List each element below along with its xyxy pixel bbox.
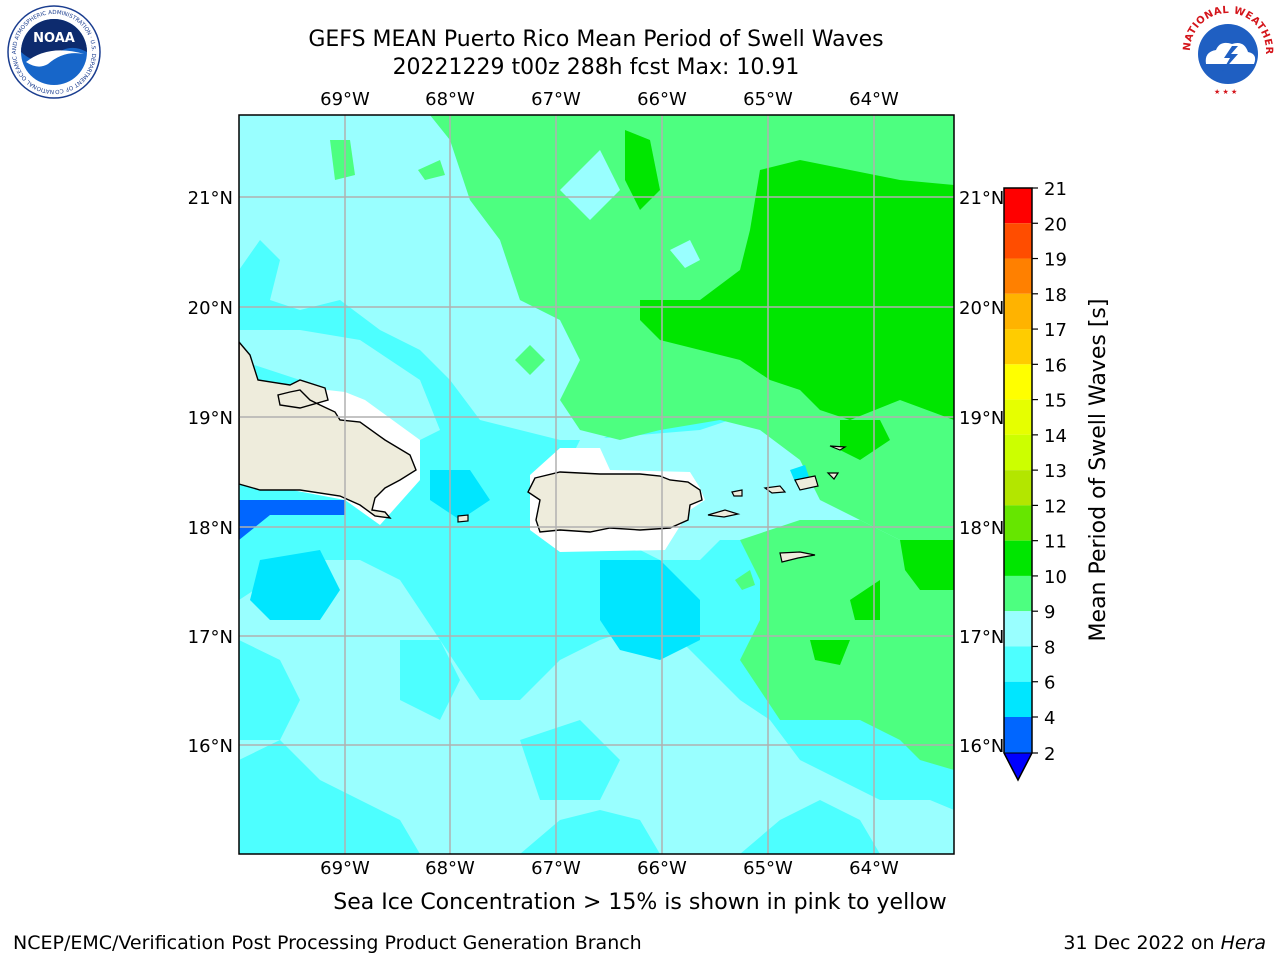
map-subtitle: 20221229 t00z 288h fcst Max: 10.91	[392, 55, 800, 80]
lon-label-top: 67°W	[531, 89, 581, 110]
lat-label-left: 19°N	[188, 408, 233, 429]
colorbar-tick-label: 12	[1044, 496, 1067, 517]
colorbar-segment	[1004, 717, 1032, 753]
lat-label-right: 16°N	[959, 736, 1004, 757]
colorbar-segment	[1004, 470, 1032, 506]
colorbar-tick-label: 14	[1044, 426, 1067, 447]
graticule	[239, 115, 954, 854]
colorbar-tick-label: 4	[1044, 708, 1055, 729]
colorbar-tick-label: 16	[1044, 355, 1067, 376]
colorbar-tick-label: 17	[1044, 320, 1067, 341]
lat-labels-right: 21°N 20°N 19°N 18°N 17°N 16°N	[959, 188, 1004, 757]
colorbar-extend-arrow	[1003, 752, 1033, 782]
run-date: 31 Dec 2022 on Hera	[1063, 932, 1266, 954]
colorbar-label: Mean Period of Swell Waves [s]	[1086, 299, 1111, 642]
lon-label-bottom: 68°W	[425, 858, 475, 879]
lat-label-right: 20°N	[959, 298, 1004, 319]
noaa-logo: NATIONAL OCEANIC AND ATMOSPHERIC ADMINIS…	[4, 4, 101, 99]
lat-label-left: 16°N	[188, 736, 233, 757]
svg-text:★ ★ ★: ★ ★ ★	[1214, 88, 1237, 96]
colorbar-tick-label: 2	[1044, 744, 1055, 765]
colorbar-tick-label: 19	[1044, 250, 1067, 271]
colorbar-segment	[1004, 575, 1032, 612]
colorbar-tick-label: 13	[1044, 461, 1067, 482]
lon-label-bottom: 67°W	[531, 858, 581, 879]
colorbar-tick-label: 18	[1044, 285, 1067, 306]
colorbar-segment	[1004, 505, 1032, 541]
colorbar-segment	[1004, 188, 1032, 224]
lon-label-bottom: 65°W	[743, 858, 793, 879]
sea-ice-note: Sea Ice Concentration > 15% is shown in …	[333, 890, 947, 915]
lat-label-right: 17°N	[959, 627, 1004, 648]
colorbar-segment	[1004, 540, 1032, 576]
colorbar-segment	[1004, 329, 1032, 365]
colorbar-outline	[1003, 187, 1033, 782]
lon-label-top: 64°W	[849, 89, 899, 110]
map-title: GEFS MEAN Puerto Rico Mean Period of Swe…	[308, 27, 884, 52]
colorbar-tick-label: 8	[1044, 637, 1055, 658]
lon-label-bottom: 64°W	[849, 858, 899, 879]
lat-label-right: 19°N	[959, 408, 1004, 429]
host-name: Hera	[1220, 932, 1266, 954]
colorbar-segment	[1004, 681, 1032, 717]
lon-label-top: 68°W	[425, 89, 475, 110]
lon-label-top: 65°W	[743, 89, 793, 110]
lat-label-left: 20°N	[188, 298, 233, 319]
lat-label-right: 21°N	[959, 188, 1004, 209]
lon-label-top: 69°W	[320, 89, 370, 110]
colorbar-segment	[1004, 258, 1032, 294]
lon-labels-bottom: 69°W 68°W 67°W 66°W 65°W 64°W	[320, 858, 899, 879]
colorbar-segment	[1004, 646, 1032, 682]
lat-label-left: 17°N	[188, 627, 233, 648]
colorbar-tick-label: 9	[1044, 602, 1055, 623]
lon-labels-top: 69°W 68°W 67°W 66°W 65°W 64°W	[320, 89, 899, 110]
map-frame	[238, 114, 955, 855]
lon-label-bottom: 66°W	[637, 858, 687, 879]
colorbar-tick-label: 21	[1044, 179, 1067, 200]
colorbar-segment	[1004, 434, 1032, 471]
colorbar-segment	[1004, 293, 1032, 330]
colorbar-tick-label: 20	[1044, 214, 1067, 235]
colorbar-tick-label: 15	[1044, 391, 1067, 412]
lon-label-bottom: 69°W	[320, 858, 370, 879]
noaa-logo-text: NOAA	[33, 31, 75, 46]
colorbar-segment	[1004, 611, 1032, 647]
colorbar-tick-label: 6	[1044, 673, 1055, 694]
colorbar-tick-label: 11	[1044, 532, 1067, 553]
branch-credit: NCEP/EMC/Verification Post Processing Pr…	[13, 932, 642, 954]
nws-logo: NATIONAL WEATHER SERVICE ★ ★ ★	[1178, 2, 1274, 97]
lat-label-right: 18°N	[959, 518, 1004, 539]
lon-label-top: 66°W	[637, 89, 687, 110]
colorbar-segment	[1004, 364, 1032, 400]
colorbar: 21 20 19 18 17 16 15 14 13 12 11 10 9 8 6 4 2	[1003, 179, 1067, 782]
colorbar-segment	[1004, 223, 1032, 259]
lat-label-left: 21°N	[188, 188, 233, 209]
lat-label-left: 18°N	[188, 518, 233, 539]
run-date-text: 31 Dec 2022 on	[1063, 932, 1215, 954]
lat-labels-left: 21°N 20°N 19°N 18°N 17°N 16°N	[188, 188, 233, 757]
colorbar-segment	[1004, 399, 1032, 435]
colorbar-tick-label: 10	[1044, 567, 1067, 588]
